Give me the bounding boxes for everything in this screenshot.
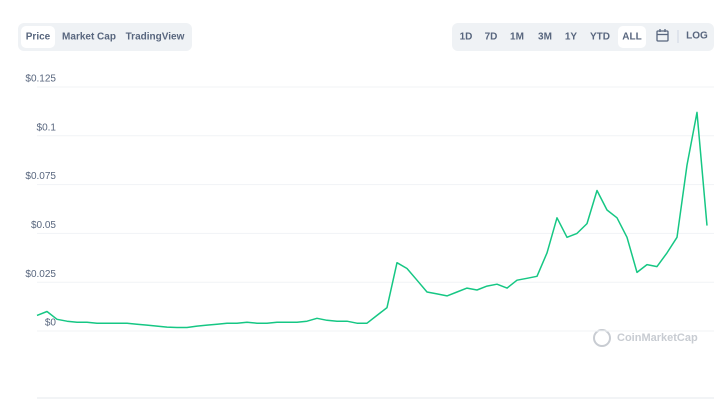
watermark-text: CoinMarketCap xyxy=(617,332,698,344)
y-tick-label: $0.05 xyxy=(31,220,56,231)
y-tick-label: $0.1 xyxy=(37,122,57,133)
range-button[interactable]: 7D xyxy=(485,32,498,43)
y-tick-label: $0.075 xyxy=(25,171,56,182)
tab-group xyxy=(18,23,192,51)
tab-button[interactable]: TradingView xyxy=(126,32,185,43)
range-button[interactable]: 1M xyxy=(510,32,524,43)
range-button[interactable]: ALL xyxy=(622,32,641,43)
tab-selected xyxy=(21,26,55,48)
watermark: CoinMarketCap xyxy=(593,329,698,347)
price-line xyxy=(36,111,708,329)
range-selected xyxy=(618,26,646,48)
tab-button[interactable]: Market Cap xyxy=(62,32,116,43)
y-tick-label: $0.125 xyxy=(25,74,56,85)
range-button[interactable]: 1Y xyxy=(565,32,578,43)
range-button[interactable]: YTD xyxy=(590,32,610,43)
y-tick-label: $0 xyxy=(45,318,57,329)
range-button[interactable]: 3M xyxy=(538,32,552,43)
range-button[interactable]: 1D xyxy=(460,32,473,43)
tab-button[interactable]: Price xyxy=(26,32,51,43)
range-group xyxy=(452,23,714,51)
calendar-icon[interactable] xyxy=(656,29,669,42)
y-tick-label: $0.025 xyxy=(25,269,56,280)
log-button[interactable]: LOG xyxy=(686,31,708,42)
